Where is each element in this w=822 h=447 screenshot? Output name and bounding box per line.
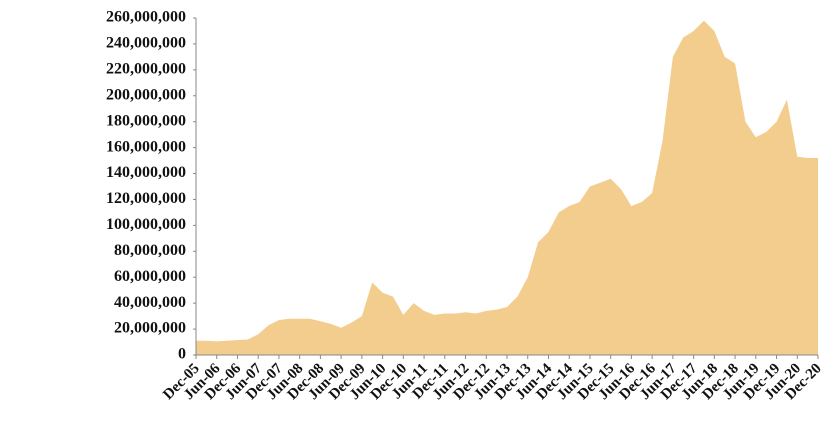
y-tick-label: 160,000,000 bbox=[106, 138, 186, 155]
y-tick-label: 40,000,000 bbox=[114, 294, 186, 311]
y-tick-label: 220,000,000 bbox=[106, 61, 186, 78]
y-tick-label: 120,000,000 bbox=[106, 190, 186, 207]
y-tick-label: 60,000,000 bbox=[114, 268, 186, 285]
y-tick-label: 100,000,000 bbox=[106, 216, 186, 233]
y-tick-label: 180,000,000 bbox=[106, 112, 186, 129]
y-tick-label: 240,000,000 bbox=[106, 35, 186, 52]
y-tick-label: 200,000,000 bbox=[106, 86, 186, 103]
y-tick-label: 260,000,000 bbox=[106, 9, 186, 26]
area bbox=[196, 20, 818, 355]
y-tick-label: 140,000,000 bbox=[106, 164, 186, 181]
y-tick-label: 0 bbox=[178, 346, 186, 363]
y-tick-label: 20,000,000 bbox=[114, 320, 186, 337]
y-tick-label: 80,000,000 bbox=[114, 242, 186, 259]
